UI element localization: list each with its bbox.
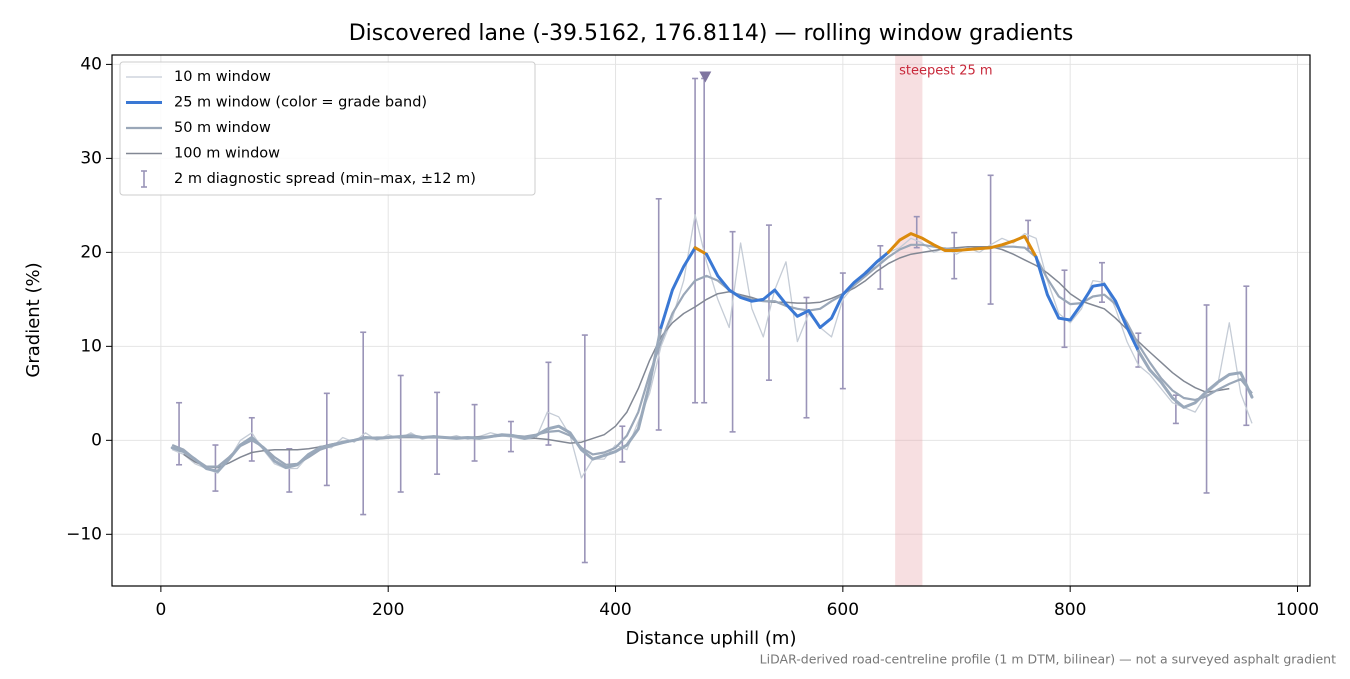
error-bar [1061,269,1068,349]
error-bar [286,447,293,493]
error-bar [1203,304,1210,494]
y-tick-label: −10 [66,524,102,544]
error-bar [360,331,367,516]
x-tick-label: 400 [599,600,631,620]
error-bar [655,197,662,431]
error-bar [692,77,699,404]
error-bar [397,374,404,493]
x-tick-label: 800 [1054,600,1086,620]
chart-title: Discovered lane (-39.5162, 176.8114) — r… [349,21,1074,46]
error-bar [471,403,478,462]
error-bar [951,231,958,280]
legend-label: 50 m window [174,120,271,136]
legend-label: 2 m diagnostic spread (min–max, ±12 m) [174,171,476,187]
highlight-label: steepest 25 m [899,64,992,79]
highlight-span [895,55,923,586]
outlier-marker [699,71,712,83]
legend-label: 10 m window [174,69,271,85]
error-bar [877,244,884,290]
series-line-band [659,246,697,329]
series-line-band [1136,349,1254,409]
error-bar [434,391,441,475]
error-bar [765,224,772,381]
legend: 10 m window 25 m window (color = grade ba… [119,61,536,196]
y-tick-label: 10 [80,336,102,356]
y-axis-label: Gradient (%) [23,262,44,377]
series-line-band [693,246,708,256]
error-bar [176,401,183,466]
series-line [171,243,1253,468]
error-bar [913,215,920,249]
x-tick-label: 600 [827,600,859,620]
y-tick-label: 30 [80,148,102,168]
error-bar [839,272,846,390]
y-tick-label: 40 [80,54,102,74]
series-line [183,245,1230,469]
error-bar [1243,285,1250,427]
series-line-band [705,250,890,329]
error-bar [619,425,626,463]
x-axis-label: Distance uphill (m) [626,628,797,649]
legend-label: 100 m window [174,146,280,162]
plot-frame [111,54,1311,587]
x-tick-label: 0 [155,600,166,620]
footnote: LiDAR-derived road-centreline profile (1… [760,652,1336,667]
error-bar [729,230,736,433]
error-bar [323,392,330,487]
series-line-band [170,326,663,473]
x-tick-label: 1000 [1276,600,1319,620]
legend-label: 25 m window (color = grade band) [174,95,427,111]
error-bar [987,174,994,305]
series-line-band [886,232,1038,259]
y-tick-label: 0 [91,430,102,450]
error-bar [701,77,708,404]
series-line-band [1034,255,1140,353]
legend-box [119,61,536,196]
x-tick-label: 200 [372,600,404,620]
y-tick-label: 20 [80,242,102,262]
